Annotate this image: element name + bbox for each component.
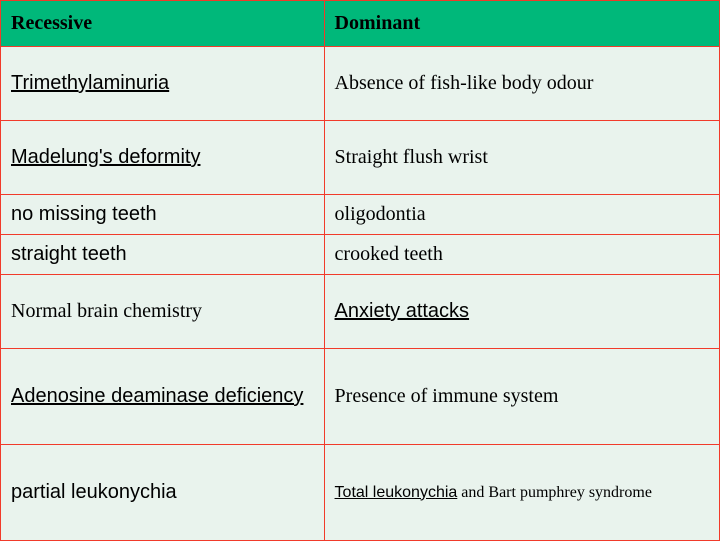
cell-recessive: Madelung's deformity [1,121,325,195]
header-dominant: Dominant [324,1,719,47]
cell-dominant: Straight flush wrist [324,121,719,195]
cell-dominant: crooked teeth [324,235,719,275]
cell-recessive: no missing teeth [1,195,325,235]
cell-dominant: oligodontia [324,195,719,235]
link-text: Total leukonychia [335,484,458,501]
cell-dominant: Total leukonychia and Bart pumphrey synd… [324,445,719,541]
cell-recessive: partial leukonychia [1,445,325,541]
cell-recessive: Adenosine deaminase deficiency [1,349,325,445]
cell-dominant: Presence of immune system [324,349,719,445]
cell-recessive: straight teeth [1,235,325,275]
cell-dominant: Anxiety attacks [324,275,719,349]
cell-dominant: Absence of fish-like body odour [324,47,719,121]
traits-table: RecessiveDominantTrimethylaminuriaAbsenc… [0,0,720,541]
cell-recessive: Normal brain chemistry [1,275,325,349]
header-recessive: Recessive [1,1,325,47]
trailing-text: and Bart pumphrey syndrome [457,484,652,501]
cell-recessive: Trimethylaminuria [1,47,325,121]
